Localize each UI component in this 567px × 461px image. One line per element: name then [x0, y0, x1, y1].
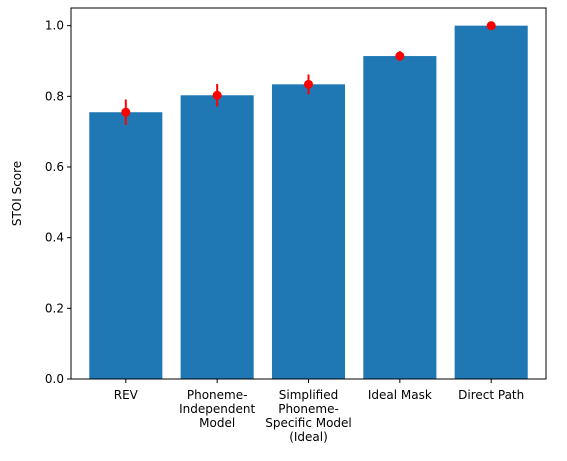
y-axis-label: STOI Score	[10, 161, 24, 226]
x-tick-label: Phoneme-Independent Model	[179, 388, 255, 430]
y-tick-label: 0.4	[45, 231, 64, 245]
x-tick-label: Simplified Phoneme-Specific Model (Ideal)	[265, 388, 352, 444]
mean-point	[121, 107, 131, 117]
y-tick-label: 0.2	[45, 301, 64, 315]
x-tick-label: Direct Path	[458, 388, 524, 402]
y-tick-label: 0.8	[45, 89, 64, 103]
y-axis: 0.0 0.2 0.4 0.6 0.8 1.0	[45, 19, 71, 386]
mean-point	[212, 90, 222, 100]
y-tick-label: 1.0	[45, 19, 64, 33]
bar	[363, 56, 437, 379]
y-tick-label: 0.0	[45, 372, 64, 386]
bar	[271, 84, 346, 379]
mean-point	[304, 79, 313, 89]
x-tick-label: Ideal Mask	[368, 388, 432, 402]
bar	[180, 95, 254, 380]
bar	[454, 25, 528, 380]
bars-layer	[89, 25, 528, 380]
x-tick-label: REV	[114, 388, 139, 402]
error-bars-layer	[121, 21, 496, 125]
mean-point	[395, 51, 405, 61]
mean-point	[486, 21, 496, 31]
y-tick-label: 0.6	[45, 160, 64, 174]
bar	[89, 112, 163, 379]
